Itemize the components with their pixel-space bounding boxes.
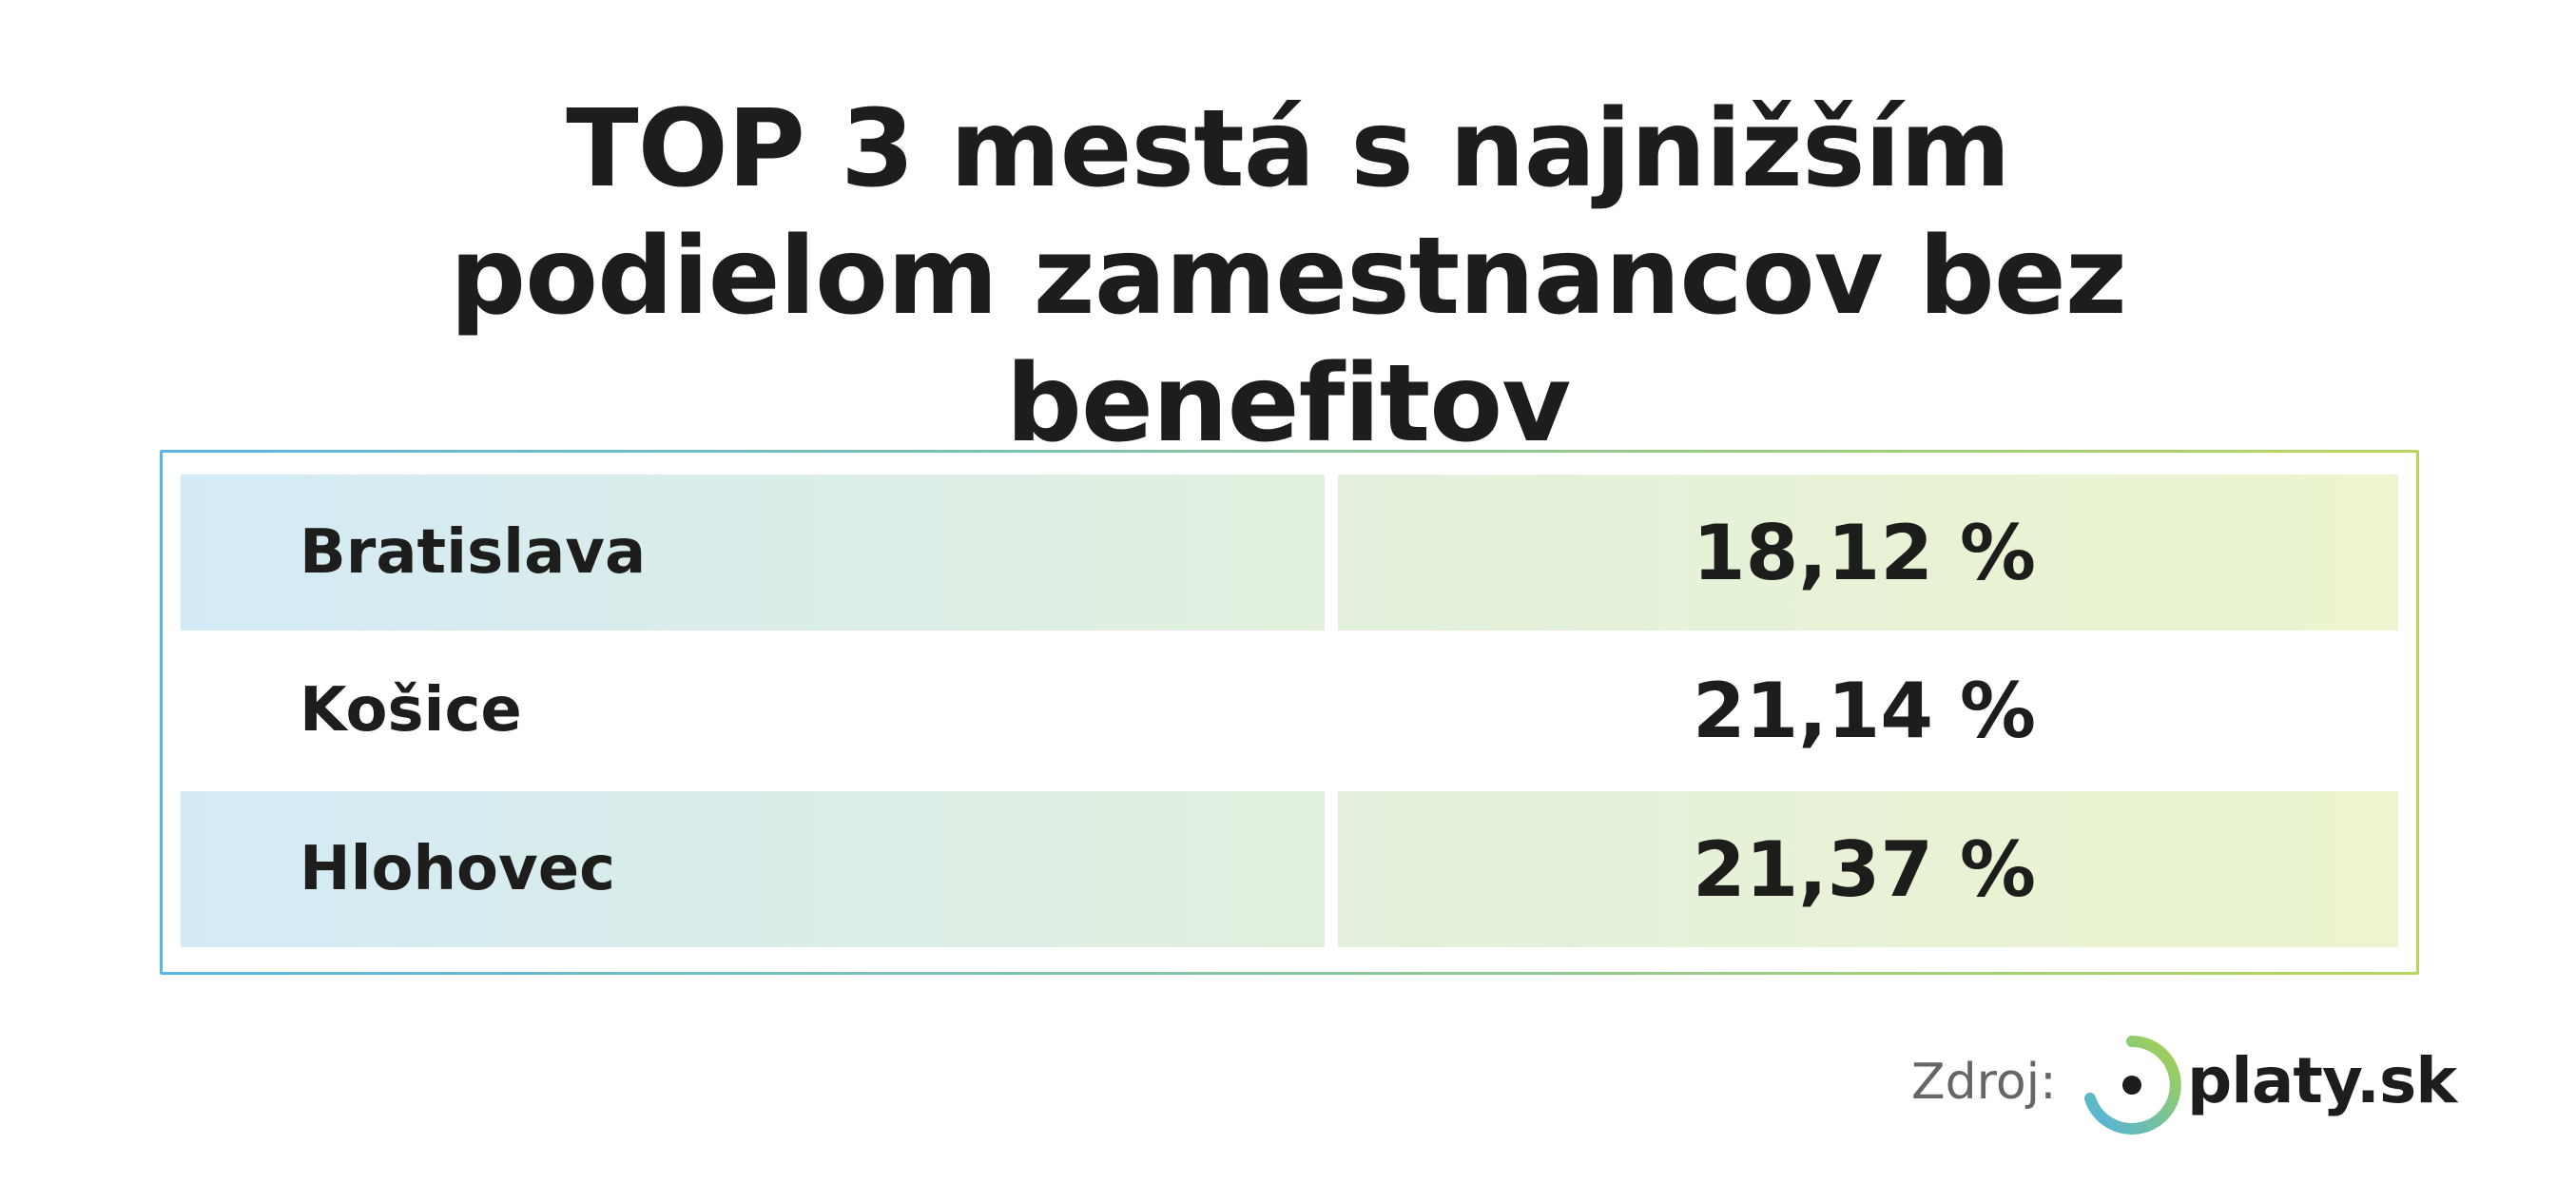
title: TOP 3 mestá s najnižším podielom zamestn… bbox=[449, 87, 2127, 466]
table-row: Košice 21,14 % bbox=[181, 632, 2398, 788]
logo-text: platy.sk bbox=[2187, 1044, 2457, 1117]
divider bbox=[1325, 791, 1338, 947]
city: Bratislava bbox=[300, 517, 647, 588]
share: 21,14 % bbox=[1692, 666, 2036, 755]
table-row: Hlohovec 21,37 % bbox=[181, 791, 2398, 947]
share: 18,12 % bbox=[1692, 508, 2036, 597]
city: Košice bbox=[300, 675, 522, 746]
city: Hlohovec bbox=[300, 834, 616, 904]
logo-icon bbox=[2084, 1036, 2181, 1135]
divider bbox=[1325, 475, 1338, 631]
table-row: Bratislava 18,12 % bbox=[181, 475, 2398, 631]
source-label: Zdroj: bbox=[1911, 1054, 2057, 1111]
divider bbox=[1325, 632, 1338, 788]
table: Bratislava 18,12 % Košice 21,14 % Hlohov… bbox=[160, 450, 2419, 975]
share: 21,37 % bbox=[1692, 825, 2036, 914]
